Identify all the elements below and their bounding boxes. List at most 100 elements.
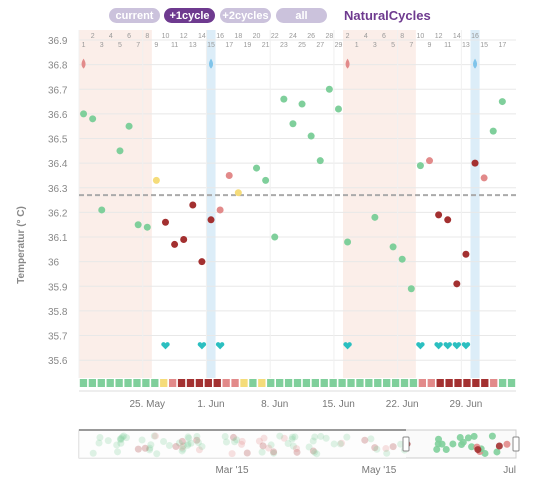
temperature-point <box>298 100 306 108</box>
day-status-square <box>115 379 123 387</box>
day-status-square <box>151 379 159 387</box>
navigator-point <box>270 449 278 457</box>
cycle-day-label: 26 <box>307 33 315 40</box>
y-tick-label: 36.8 <box>48 61 68 72</box>
temperature-point <box>89 115 97 123</box>
day-status-square <box>498 379 507 387</box>
navigator-point <box>179 442 187 450</box>
y-tick-label: 35.9 <box>48 282 68 293</box>
navigator-point <box>193 436 201 444</box>
cycle-day-label: 15 <box>207 42 215 49</box>
navigator-point <box>267 441 275 449</box>
day-status-square <box>445 379 453 387</box>
day-status-square <box>365 379 373 387</box>
day-status-square <box>418 379 427 387</box>
temperature-point <box>325 85 333 93</box>
tab-plus-1-cycle[interactable]: +1cycle <box>164 8 215 23</box>
cycle-day-label: 14 <box>198 33 206 40</box>
navigator-point <box>195 446 203 454</box>
cycle-day-label: 20 <box>253 33 261 40</box>
navigator-point <box>336 440 344 448</box>
period-start-marker <box>345 58 350 69</box>
day-status-square <box>133 379 141 387</box>
cycle-day-label: 14 <box>453 33 461 40</box>
navigator-point <box>292 445 300 453</box>
cycle-day-label: 5 <box>118 42 122 49</box>
temperature-point <box>489 127 497 135</box>
temperature-point <box>371 213 379 221</box>
navigator-point <box>317 432 325 440</box>
navigator-point <box>470 432 478 440</box>
navigator-point <box>373 445 381 453</box>
tab-plus-2-cycles[interactable]: +2cycles <box>220 8 271 23</box>
navigator-point <box>343 433 351 441</box>
intercourse-heart <box>461 342 471 350</box>
period-band <box>79 30 152 378</box>
day-status-square <box>454 379 462 387</box>
temperature-point <box>125 122 133 130</box>
temperature-point <box>98 206 106 214</box>
y-tick-label: 35.7 <box>48 332 68 343</box>
cycle-day-label: 8 <box>145 33 149 40</box>
navigator-point <box>260 434 268 442</box>
navigator-point <box>389 443 397 451</box>
navigator-point <box>322 434 330 442</box>
navigator-point <box>113 441 121 449</box>
day-status-square <box>409 379 418 387</box>
navigator-point <box>175 439 183 447</box>
cycle-day-label: 12 <box>435 33 443 40</box>
navigator-point <box>95 439 103 447</box>
cycle-day-label: 17 <box>225 42 233 49</box>
temperature-point <box>462 250 470 258</box>
cycle-day-label: 11 <box>444 42 451 49</box>
brand-logo: NaturalCycles <box>344 8 431 23</box>
cycle-day-label: 28 <box>325 33 333 40</box>
navigator-point <box>184 433 192 441</box>
y-tick-label: 36.2 <box>48 208 68 219</box>
day-status-square <box>124 379 132 387</box>
day-status-square <box>97 379 105 387</box>
cycle-day-label: 4 <box>109 33 113 40</box>
intercourse-heart <box>434 342 443 350</box>
day-status-square <box>213 379 221 387</box>
temperature-point <box>216 206 224 214</box>
temperature-point <box>280 95 288 103</box>
navigator-point <box>160 437 168 445</box>
cycle-day-label: 21 <box>262 42 270 49</box>
navigator-point <box>96 433 104 441</box>
navigator-point <box>120 432 128 440</box>
navigator-point <box>184 440 192 448</box>
tab-all[interactable]: all <box>276 8 327 23</box>
date-tick-label: 1. Jun <box>197 399 224 410</box>
cycle-day-label: 15 <box>480 42 488 49</box>
navigator-point <box>493 448 501 456</box>
navigator-point <box>270 448 278 456</box>
temperature-point <box>234 189 242 197</box>
date-tick-label: 25. May <box>129 399 165 410</box>
navigator-point <box>459 438 467 446</box>
navigator-point <box>114 448 122 456</box>
navigator-point <box>289 433 297 441</box>
period-start-marker <box>81 58 86 69</box>
day-status-square <box>267 379 275 387</box>
temperature-point <box>344 238 352 246</box>
cycle-day-label: 6 <box>382 33 386 40</box>
navigator-point <box>259 442 267 450</box>
navigator-point <box>313 450 321 458</box>
day-status-square <box>142 379 150 387</box>
tab-current[interactable]: current <box>109 8 160 23</box>
day-status-square <box>249 379 257 387</box>
period-band <box>343 30 416 378</box>
date-tick-label: 8. Jun <box>261 399 288 410</box>
navigator-point <box>165 441 173 449</box>
y-tick-label: 36.1 <box>48 233 68 244</box>
navigator-point <box>119 433 127 441</box>
navigator-date-label: May '15 <box>362 465 397 476</box>
temperature-point <box>398 255 406 263</box>
navigator-point <box>117 436 125 444</box>
temperature-point <box>498 98 506 106</box>
navigator-point <box>311 433 319 441</box>
cycle-day-label: 10 <box>162 33 170 40</box>
cycle-day-label: 10 <box>417 33 425 40</box>
